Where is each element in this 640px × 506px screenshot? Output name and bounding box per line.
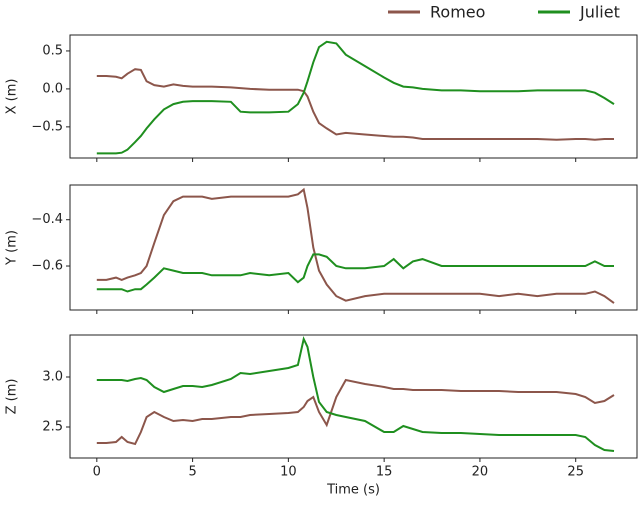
series-line bbox=[96, 68, 614, 141]
x-tick-label: 25 bbox=[567, 465, 584, 480]
series-line bbox=[96, 40, 615, 155]
y-axis-label: X (m) bbox=[5, 79, 20, 115]
y-tick-label: −0.6 bbox=[31, 259, 63, 274]
y-tick-label: 0.5 bbox=[42, 43, 63, 58]
y-tick-label: 2.5 bbox=[42, 420, 63, 435]
y-tick-label: −0.5 bbox=[31, 119, 63, 134]
series-line bbox=[96, 378, 615, 446]
y-tick-label: −0.4 bbox=[31, 212, 63, 227]
plot-frame bbox=[69, 34, 638, 159]
y-axis-label: Y (m) bbox=[5, 230, 20, 266]
x-tick-label: 0 bbox=[93, 465, 101, 480]
plot-frame bbox=[69, 334, 638, 459]
x-tick-label: 20 bbox=[472, 465, 489, 480]
legend-label: Juliet bbox=[579, 3, 620, 22]
series-line bbox=[96, 335, 615, 452]
series-line bbox=[96, 253, 614, 293]
x-tick-label: 10 bbox=[280, 465, 297, 480]
x-tick-label: 5 bbox=[188, 465, 196, 480]
series-line bbox=[96, 187, 615, 304]
plot-frame bbox=[69, 184, 638, 311]
x-tick-label: 15 bbox=[376, 465, 393, 480]
y-tick-label: 0.0 bbox=[42, 81, 63, 96]
y-axis-label: Z (m) bbox=[5, 379, 20, 415]
legend-label: Romeo bbox=[430, 3, 485, 22]
x-axis-label: Time (s) bbox=[326, 483, 380, 498]
y-tick-label: 3.0 bbox=[42, 370, 63, 385]
